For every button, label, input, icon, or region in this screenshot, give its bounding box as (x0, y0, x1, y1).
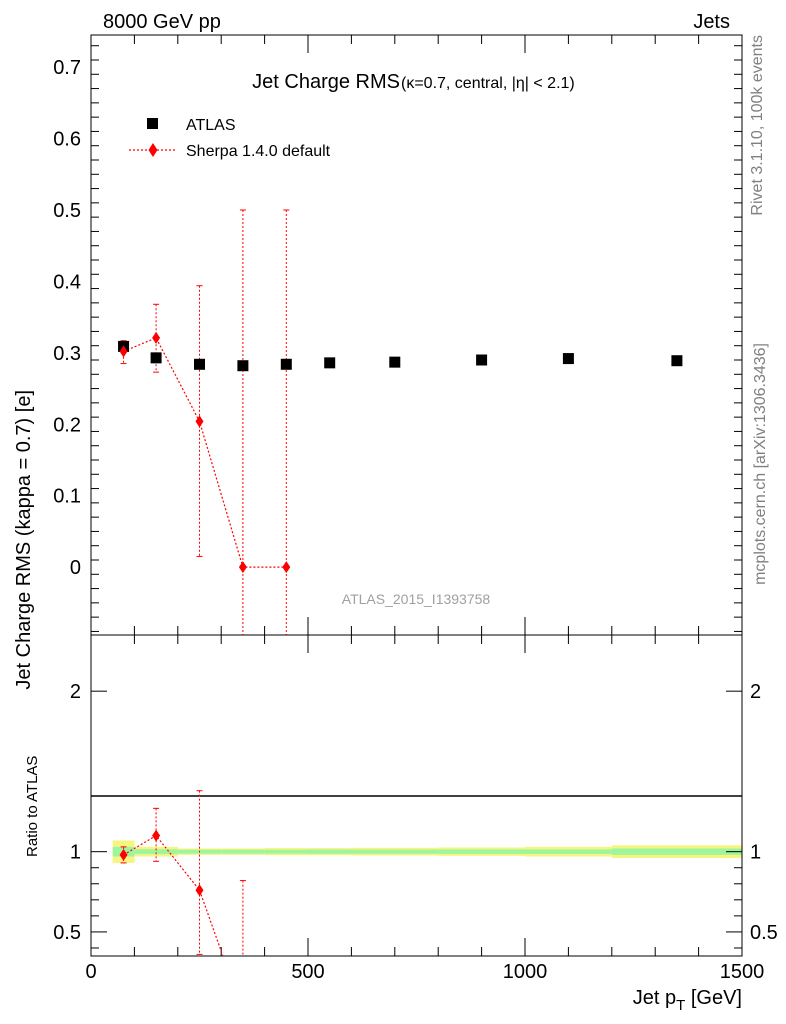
x-axis-label: Jet pT [GeV] (633, 987, 742, 1014)
observable-label: Jets (693, 11, 730, 33)
ratio-y-tick-label-left: 1 (70, 842, 81, 864)
sherpa-data-point (238, 561, 247, 574)
atlas-data-point (476, 354, 488, 366)
ratio-y-tick-label-right: 1 (750, 842, 761, 864)
ratio-data-point (195, 884, 204, 897)
ratio-band-inner (221, 849, 265, 854)
ratio-y-axis-label: Ratio to ATLAS (24, 756, 41, 857)
x-tick-label: 1500 (720, 961, 765, 983)
chart-title: Jet Charge RMS (252, 71, 400, 93)
legend: ATLAS Sherpa 1.4.0 default (129, 117, 331, 160)
main-y-tick-label: 0.1 (53, 486, 81, 508)
x-axis-label-unit: [GeV] (685, 987, 742, 1009)
main-y-tick-label: 0.2 (53, 414, 81, 436)
x-axis-label-main: Jet p (633, 987, 676, 1009)
main-panel: 0 0.1 0.2 0.3 0.4 0.5 0.6 0.7 Jet Charge RMS (κ… (13, 34, 743, 690)
side-version-label: Rivet 3.1.10, 100k events (749, 35, 766, 216)
ratio-y-tick-label-right: 0.5 (750, 922, 778, 944)
main-y-tick-label: 0.4 (53, 271, 81, 293)
atlas-data-point (562, 353, 574, 365)
analysis-id: ATLAS_2015_I1393758 (342, 591, 491, 607)
x-tick-label: 1000 (503, 961, 548, 983)
main-y-tick-label: 0.3 (53, 343, 81, 365)
ratio-data-point (119, 848, 128, 861)
ratio-band-inner (438, 849, 525, 854)
ratio-band-inner (134, 849, 178, 855)
legend-atlas-marker (147, 118, 158, 129)
main-y-tick-label: 0 (70, 557, 81, 579)
sherpa-data-point (195, 415, 204, 428)
energy-label: 8000 GeV pp (103, 11, 221, 33)
sherpa-series-line (123, 337, 287, 568)
ratio-band-inner (525, 849, 612, 854)
sherpa-data-point (152, 331, 161, 344)
legend-sherpa-marker (148, 143, 158, 157)
x-axis-label-subscript: T (676, 997, 685, 1014)
x-tick-label: 500 (291, 961, 324, 983)
atlas-data-point (324, 357, 336, 369)
atlas-data-point (671, 355, 683, 367)
side-source-label: mcplots.cern.ch [arXiv:1306.3436] (752, 343, 769, 585)
main-y-tick-label: 0.5 (53, 200, 81, 222)
main-y-axis-label: Jet Charge RMS (kappa = 0.7) [e] (13, 390, 35, 690)
main-y-tick-label: 0.6 (53, 129, 81, 151)
ratio-band-inner (308, 849, 352, 854)
ratio-y-tick-label-left: 0.5 (53, 922, 81, 944)
ratio-panel: 0.5 0.5 1 1 2 2 0 500 1000 1500 Ratio to ATLAS J… (24, 634, 778, 1014)
ratio-series-line (123, 834, 224, 957)
ratio-y-tick-label-left: 2 (70, 681, 81, 703)
ratio-frame (90, 634, 743, 957)
chart-title-suffix: (κ=0.7, central, |η| < 2.1) (401, 75, 575, 92)
sherpa-data-point (282, 561, 291, 574)
legend-sherpa-label: Sherpa 1.4.0 default (186, 143, 331, 160)
ratio-y-tick-label-right: 2 (750, 681, 761, 703)
atlas-data-point (280, 358, 292, 370)
sherpa-data-point (119, 345, 128, 358)
legend-atlas-label: ATLAS (186, 117, 236, 134)
ratio-band-inner (264, 849, 308, 854)
atlas-data-point (389, 356, 401, 368)
main-y-tick-label: 0.7 (53, 57, 81, 79)
atlas-data-point (237, 360, 249, 372)
ratio-data-point (152, 829, 161, 842)
atlas-data-point (150, 352, 162, 364)
atlas-data-point (194, 358, 205, 370)
ratio-band-inner (611, 848, 742, 855)
x-tick-label: 0 (85, 961, 96, 983)
ratio-band-inner (351, 849, 439, 854)
